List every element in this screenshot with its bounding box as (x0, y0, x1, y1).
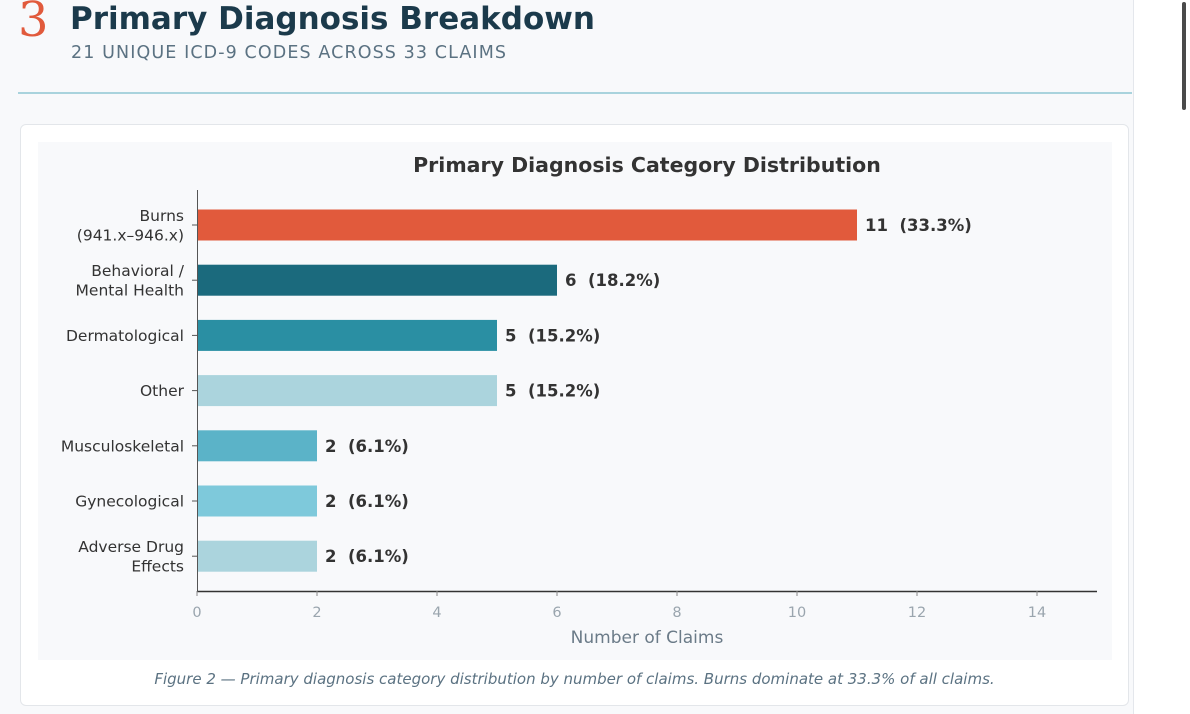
category-label: Musculoskeletal (61, 437, 184, 455)
section-divider (18, 92, 1132, 94)
category-label: Effects (131, 557, 184, 575)
section-subtitle: 21 UNIQUE ICD-9 CODES ACROSS 33 CLAIMS (71, 43, 508, 63)
bar-value-label: 6 (18.2%) (565, 271, 660, 290)
content-edge (1133, 0, 1134, 714)
category-label: Dermatological (66, 327, 184, 345)
category-label: Adverse Drug (78, 538, 184, 556)
x-tick-label: 10 (788, 605, 806, 621)
bar (198, 540, 317, 572)
x-tick-label: 14 (1028, 605, 1046, 621)
x-tick-label: 8 (672, 605, 681, 621)
diagnosis-bar-chart: Primary Diagnosis Category Distribution … (38, 142, 1112, 660)
bar (198, 209, 857, 241)
x-tick-label: 4 (432, 605, 441, 621)
bar-value-label: 5 (15.2%) (505, 382, 600, 401)
category-label: Gynecological (75, 493, 184, 511)
scrollbar-track[interactable] (1177, 0, 1190, 714)
x-tick-label: 12 (908, 605, 926, 621)
bar-value-label: 2 (6.1%) (325, 492, 409, 511)
category-label: (941.x–946.x) (77, 226, 184, 244)
chart-title: Primary Diagnosis Category Distribution (413, 153, 881, 177)
x-tick-label: 6 (552, 605, 561, 621)
category-label: Behavioral / (91, 262, 185, 280)
x-axis-label: Number of Claims (571, 628, 724, 648)
category-label: Mental Health (76, 281, 184, 299)
x-tick-label: 0 (192, 605, 201, 621)
bar (198, 264, 557, 296)
bar-value-label: 11 (33.3%) (865, 216, 972, 235)
bar (198, 375, 497, 407)
figure-caption: Figure 2 — Primary diagnosis category di… (154, 670, 995, 688)
category-label: Burns (140, 207, 184, 225)
bar-value-label: 2 (6.1%) (325, 437, 409, 456)
bar (198, 319, 497, 351)
scrollbar-thumb[interactable] (1182, 2, 1186, 110)
section-title: Primary Diagnosis Breakdown (70, 1, 595, 37)
section-number: 3 (18, 0, 49, 48)
bar-value-label: 2 (6.1%) (325, 547, 409, 566)
category-label: Other (140, 382, 185, 400)
x-tick-label: 2 (312, 605, 321, 621)
bar (198, 485, 317, 517)
bar (198, 430, 317, 462)
bar-value-label: 5 (15.2%) (505, 326, 600, 345)
